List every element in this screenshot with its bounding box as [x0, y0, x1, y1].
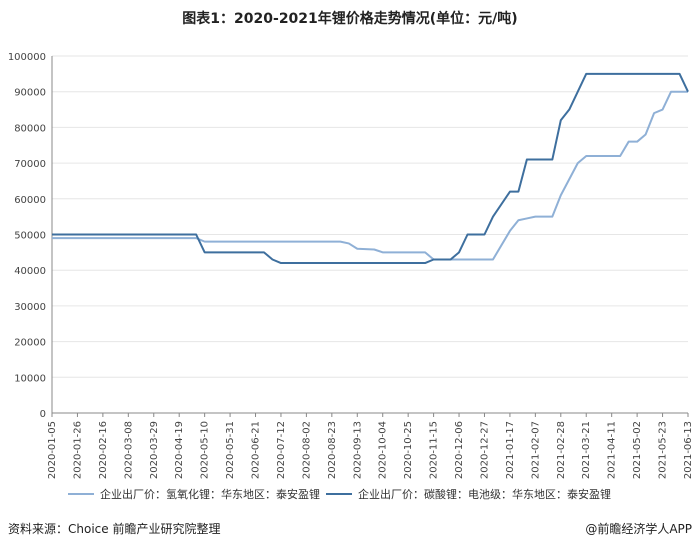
x-tick-label: 2020-10-04 — [378, 421, 389, 479]
y-tick-label: 30000 — [14, 302, 46, 313]
x-tick-label: 2021-02-07 — [530, 421, 541, 479]
y-tick-label: 70000 — [14, 159, 46, 170]
x-tick-label: 2021-05-23 — [658, 421, 669, 479]
x-tick-labels: 2020-01-05 2020-01-26 2020-02-16 2020-03-08… — [47, 421, 694, 479]
x-tick-label: 2020-08-23 — [327, 421, 338, 479]
y-tick-label: 10000 — [14, 373, 46, 384]
x-tick-label: 2021-06-13 — [683, 421, 694, 479]
y-tick-label: 50000 — [14, 231, 46, 242]
x-tick-label: 2020-05-31 — [225, 421, 236, 479]
y-tick-label: 60000 — [14, 195, 46, 206]
legend-label-2: 企业出厂价：碳酸锂：电池级：华东地区：泰安盈锂 — [358, 487, 611, 501]
x-tick-label: 2020-03-29 — [149, 421, 160, 479]
brand-label: @前瞻经济学人APP — [585, 522, 692, 536]
legend-label-1: 企业出厂价：氢氧化锂：华东地区：泰安盈锂 — [100, 487, 320, 501]
axes — [51, 56, 689, 417]
y-tick-label: 40000 — [14, 266, 46, 277]
x-tick-label: 2020-10-25 — [403, 421, 414, 479]
x-tick-label: 2020-01-05 — [47, 421, 58, 479]
x-tick-label: 2020-07-12 — [276, 421, 287, 479]
y-tick-labels: 0 10000 20000 30000 40000 50000 60000 70000 8000… — [8, 52, 46, 420]
x-tick-label: 2020-03-08 — [123, 421, 134, 479]
x-tick-label: 2020-02-16 — [98, 421, 109, 479]
y-tick-label: 90000 — [14, 88, 46, 99]
x-tick-label: 2020-01-26 — [72, 421, 83, 479]
x-tick-label: 2020-06-21 — [251, 421, 262, 479]
y-tick-label: 80000 — [14, 123, 46, 134]
x-tick-label: 2020-09-13 — [352, 421, 363, 479]
x-tick-label: 2020-11-15 — [429, 421, 440, 479]
series-line-1 — [52, 90, 688, 261]
x-tick-label: 2021-02-28 — [556, 421, 567, 479]
x-tick-label: 2020-05-10 — [200, 421, 211, 479]
series-line-2 — [52, 72, 689, 265]
y-tick-label: 100000 — [8, 52, 46, 63]
chart-title: 图表1：2020-2021年锂价格走势情况(单位：元/吨) — [182, 11, 518, 27]
series-lines — [52, 72, 689, 265]
y-tick-label: 0 — [40, 409, 46, 420]
x-tick-label: 2021-05-02 — [632, 421, 643, 479]
x-tick-label: 2020-12-06 — [454, 421, 465, 479]
x-tick-label: 2020-04-19 — [174, 421, 185, 479]
y-tick-label: 20000 — [14, 338, 46, 349]
source-note: 资料来源：Choice 前瞻产业研究院整理 — [8, 522, 221, 536]
x-tick-label: 2020-12-27 — [479, 421, 490, 479]
x-tick-label: 2020-08-02 — [301, 421, 312, 479]
legend: 企业出厂价：氢氧化锂：华东地区：泰安盈锂 企业出厂价：碳酸锂：电池级：华东地区：泰… — [68, 487, 611, 501]
x-tick-label: 2021-04-11 — [607, 421, 618, 479]
x-tick-label: 2021-01-17 — [505, 421, 516, 479]
x-tick-label: 2021-03-21 — [581, 421, 592, 479]
